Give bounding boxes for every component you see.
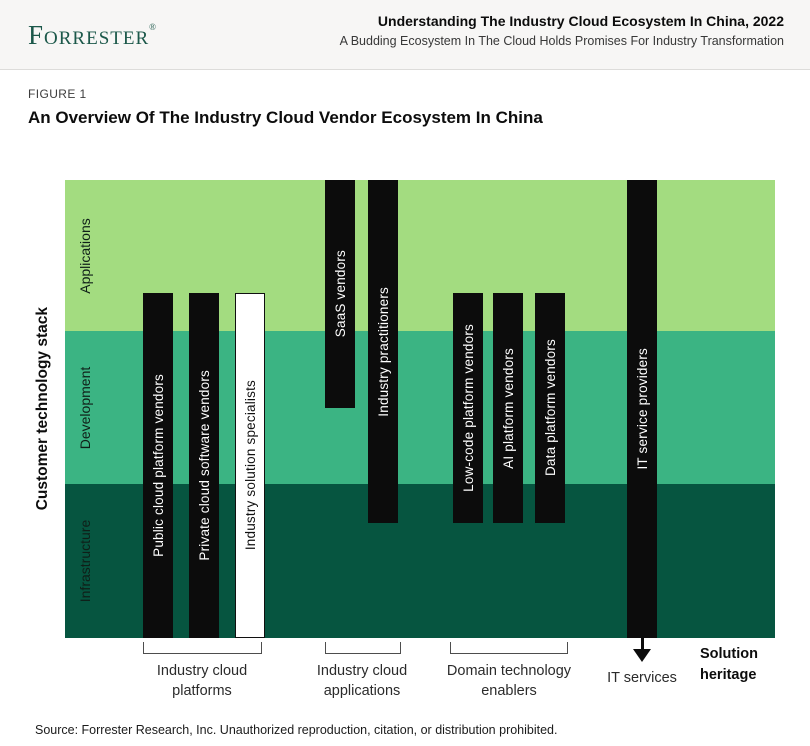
registered-trademark-icon: ®: [149, 22, 156, 32]
bar-label: Industry solution specialists: [242, 380, 258, 551]
bar-label: Data platform vendors: [542, 339, 558, 477]
figure-label: FIGURE 1: [28, 87, 87, 101]
forrester-logo: Forrester®: [28, 20, 156, 51]
solution-heritage-label: Solution heritage: [700, 646, 758, 683]
bar-label: Private cloud software vendors: [196, 370, 212, 561]
bar-private-cloud-software-vendors: Private cloud software vendors: [189, 293, 219, 638]
bar-label: AI platform vendors: [500, 347, 516, 469]
bar-low-code-platform-vendors: Low-code platform vendors: [453, 293, 483, 523]
figure-title: An Overview Of The Industry Cloud Vendor…: [28, 108, 543, 127]
y-axis-label-text: Customer technology stack: [34, 307, 51, 511]
bar-label: SaaS vendors: [332, 250, 348, 338]
report-title: Understanding The Industry Cloud Ecosyst…: [377, 13, 784, 29]
band-infrastructure-label: Infrastructure: [77, 519, 93, 603]
header-titles: Understanding The Industry Cloud Ecosyst…: [340, 13, 784, 48]
bar-it-service-providers: IT service providers: [627, 180, 657, 638]
stack-diagram: Applications Development Infrastructure …: [65, 180, 775, 638]
bar-label: Low-code platform vendors: [460, 324, 476, 492]
forrester-logo-text: Forrester: [28, 20, 150, 50]
y-axis-label: Customer technology stack: [26, 180, 60, 638]
bar-industry-practitioners: Industry practitioners: [368, 180, 398, 523]
group-label-industry-cloud-platforms: Industry cloud platforms: [156, 663, 248, 699]
band-development-label: Development: [77, 366, 93, 449]
bar-label: Industry practitioners: [375, 286, 391, 417]
band-applications-label: Applications: [77, 217, 93, 294]
bracket-domain-technology-enablers: [450, 642, 568, 654]
bracket-industry-cloud-platforms: [143, 642, 262, 654]
source-note: Source: Forrester Research, Inc. Unautho…: [35, 723, 558, 737]
down-arrow-icon: [633, 649, 651, 662]
bar-industry-solution-specialists: Industry solution specialists: [235, 293, 265, 638]
down-arrow-stem: [641, 638, 644, 649]
group-label-industry-cloud-applications: Industry cloud applications: [316, 663, 408, 699]
group-label-domain-technology-enablers: Domain technology enablers: [446, 663, 572, 699]
header-bar: Forrester® Understanding The Industry Cl…: [0, 0, 810, 70]
bar-public-cloud-platform-vendors: Public cloud platform vendors: [143, 293, 173, 638]
bar-ai-platform-vendors: AI platform vendors: [493, 293, 523, 523]
report-subtitle: A Budding Ecosystem In The Cloud Holds P…: [339, 34, 784, 48]
bar-label: IT service providers: [634, 348, 650, 470]
bar-data-platform-vendors: Data platform vendors: [535, 293, 565, 523]
bar-label: Public cloud platform vendors: [150, 374, 166, 557]
bar-saas-vendors: SaaS vendors: [325, 180, 355, 408]
bracket-industry-cloud-applications: [325, 642, 401, 654]
group-label-it-services: IT services: [607, 670, 677, 686]
